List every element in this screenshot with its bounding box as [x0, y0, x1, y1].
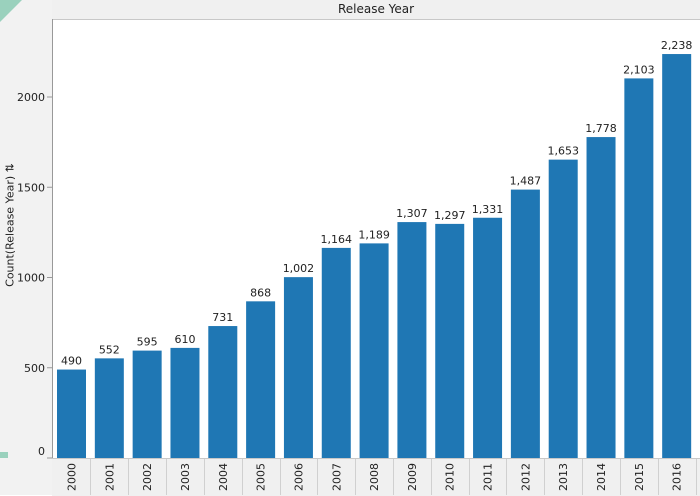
- resize-handle-icon[interactable]: [0, 0, 22, 22]
- bar: [57, 369, 86, 458]
- data-label: 552: [99, 343, 120, 356]
- bar: [586, 137, 616, 459]
- data-label: 1,331: [472, 203, 504, 216]
- chart-title: Release Year: [52, 0, 700, 20]
- data-label: 1,189: [358, 228, 390, 241]
- bar: [548, 159, 578, 459]
- bar: [283, 277, 313, 458]
- resize-handle-bottom-icon[interactable]: [0, 452, 8, 458]
- data-label: 2,238: [661, 39, 693, 52]
- x-tick-label: 2015: [633, 463, 646, 491]
- bar: [359, 243, 389, 458]
- x-tick-label: 2009: [406, 463, 419, 491]
- x-tick-label: 2014: [595, 463, 608, 491]
- data-label: 868: [250, 286, 271, 299]
- x-tick-label: 2012: [519, 463, 532, 491]
- y-tick-label: 2000: [17, 91, 45, 104]
- x-tick-label: 2008: [368, 463, 381, 491]
- data-label: 595: [137, 336, 158, 349]
- x-tick-label: 2004: [217, 463, 230, 491]
- x-tick-label: 2005: [255, 463, 268, 491]
- y-axis-panel: [0, 0, 52, 495]
- data-label: 1,653: [547, 145, 579, 158]
- x-tick-label: 2006: [292, 463, 305, 491]
- x-tick-label: 2000: [66, 463, 79, 491]
- x-tick-label: 2010: [444, 463, 457, 491]
- bar: [435, 223, 465, 458]
- data-label: 1,297: [434, 209, 466, 222]
- bar: [321, 247, 351, 458]
- bar: [246, 301, 276, 458]
- data-label: 731: [212, 311, 233, 324]
- bar: [473, 217, 503, 458]
- bar: [208, 326, 238, 458]
- x-axis-panel: [52, 458, 700, 496]
- x-tick-label: 2002: [141, 463, 154, 491]
- bar: [624, 78, 654, 458]
- data-label: 1,307: [396, 207, 428, 220]
- bar: [170, 347, 200, 458]
- data-label: 490: [61, 355, 82, 368]
- data-label: 2,103: [623, 63, 655, 76]
- bar: [662, 54, 692, 458]
- y-tick-label: 1000: [17, 272, 45, 285]
- data-label: 1,002: [283, 262, 315, 275]
- bar: [397, 222, 427, 458]
- bar: [132, 350, 162, 458]
- y-tick-label: 500: [24, 362, 45, 375]
- x-tick-label: 2011: [482, 463, 495, 491]
- x-tick-label: 2003: [179, 463, 192, 491]
- data-label: 610: [174, 333, 195, 346]
- x-tick-label: 2001: [103, 463, 116, 491]
- y-tick-label: 0: [38, 445, 45, 458]
- y-tick-label: 1500: [17, 181, 45, 194]
- data-label: 1,778: [585, 122, 617, 135]
- data-label: 1,487: [510, 175, 542, 188]
- x-tick-label: 2016: [671, 463, 684, 491]
- x-tick-label: 2013: [557, 463, 570, 491]
- bar: [510, 189, 540, 458]
- data-label: 1,164: [321, 233, 353, 246]
- bar: [94, 358, 124, 458]
- x-tick-label: 2007: [330, 463, 343, 491]
